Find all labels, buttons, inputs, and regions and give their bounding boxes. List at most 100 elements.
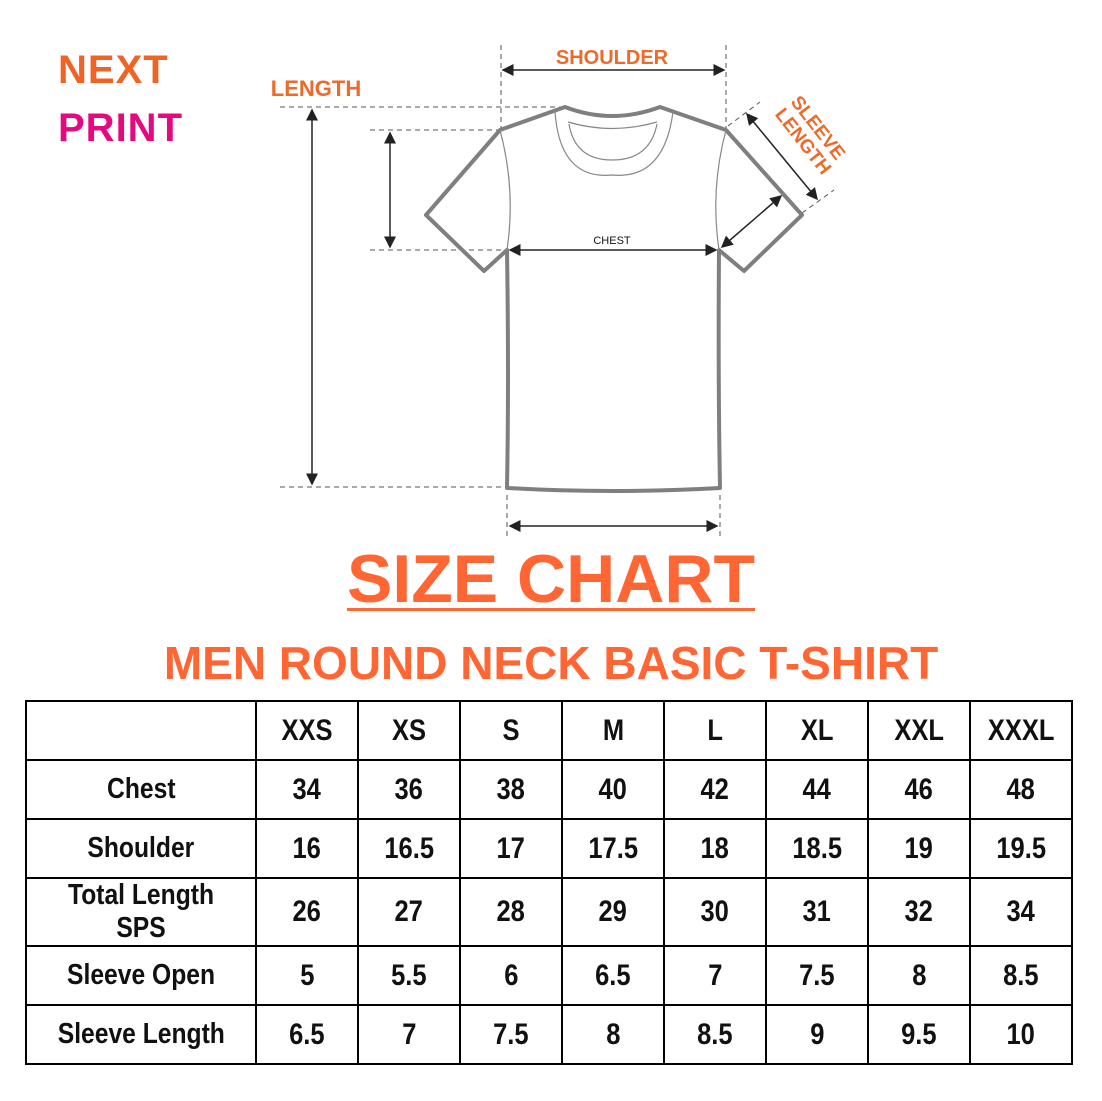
table-cell: 18.5: [765, 818, 869, 879]
header-row: XXS XS S M L XL XXL XXXL: [25, 700, 1073, 761]
cell-value: 16: [292, 831, 322, 865]
sleeve-length-label: SLEEVELENGTH: [770, 92, 850, 179]
cell-value: 5: [299, 958, 315, 992]
cell-value: 6.5: [595, 958, 631, 992]
table-cell: 36: [357, 759, 461, 820]
table-cell: 28: [459, 877, 563, 947]
cell-value: 8: [911, 958, 927, 992]
table-cell: 48: [969, 759, 1073, 820]
shoulder-label: SHOULDER: [556, 47, 669, 69]
size-header: XS: [357, 700, 461, 761]
cell-value: 16.5: [384, 831, 434, 865]
cell-value: 19: [904, 831, 934, 865]
logo-next: NEXT: [58, 48, 169, 92]
row-label: Sleeve Length: [25, 1004, 257, 1065]
cell-value: 19.5: [996, 831, 1046, 865]
table-cell: 27: [357, 877, 461, 947]
table-cell: 5: [255, 945, 359, 1006]
size-header: S: [459, 700, 563, 761]
cell-value: 36: [394, 772, 424, 806]
header-text: L: [707, 713, 723, 747]
product-subtitle: MEN ROUND NECK BASIC T-SHIRT: [163, 637, 939, 689]
table-cell: 7.5: [765, 945, 869, 1006]
cell-value: 17: [496, 831, 526, 865]
cell-value: 26: [292, 895, 322, 928]
table-row: Chest 34 36 38 40 42 44 46 48: [25, 759, 1073, 820]
table-cell: 7: [357, 1004, 461, 1065]
cell-value: 48: [1006, 772, 1036, 806]
cell-value: 30: [700, 895, 730, 928]
header-text: XS: [391, 713, 427, 747]
cell-value: 7: [401, 1017, 417, 1051]
header-text: XXL: [894, 713, 944, 747]
table-cell: 29: [561, 877, 665, 947]
table-cell: 17.5: [561, 818, 665, 879]
header-text: S: [502, 713, 520, 747]
measure-arrows: [306, 64, 818, 532]
guide-lines: [280, 45, 835, 540]
corner-cell: [25, 700, 257, 761]
table-cell: 18: [663, 818, 767, 879]
table-cell: 9.5: [867, 1004, 971, 1065]
table-row: Shoulder 16 16.5 17 17.5 18 18.5 19 19.5: [25, 818, 1073, 879]
cell-value: 27: [394, 895, 424, 928]
size-header: XXS: [255, 700, 359, 761]
header-text: XXS: [281, 713, 333, 747]
row-label-text: Chest: [106, 773, 176, 805]
header-text: XL: [800, 713, 834, 747]
table-cell: 17: [459, 818, 563, 879]
chest-label: CHEST: [593, 235, 631, 247]
cell-value: 28: [496, 895, 526, 928]
size-header: XXL: [867, 700, 971, 761]
table-cell: 30: [663, 877, 767, 947]
table-cell: 8.5: [663, 1004, 767, 1065]
table-cell: 10: [969, 1004, 1073, 1065]
cell-value: 29: [598, 895, 628, 928]
size-header: XXXL: [969, 700, 1073, 761]
table-cell: 8: [561, 1004, 665, 1065]
row-label-text: Shoulder: [87, 832, 195, 864]
cell-value: 18: [700, 831, 730, 865]
tshirt-diagram: SHOULDER LENGTH CHEST SLEEVELENGTH: [271, 45, 850, 540]
table-cell: 6.5: [255, 1004, 359, 1065]
table-row: Total Length SPS 26 27 28 29 30 31 32 34: [25, 877, 1073, 947]
cell-value: 10: [1006, 1017, 1036, 1051]
cell-value: 6: [503, 958, 519, 992]
cell-value: 7.5: [799, 958, 835, 992]
cell-value: 17.5: [588, 831, 638, 865]
table-cell: 7.5: [459, 1004, 563, 1065]
table-cell: 34: [969, 877, 1073, 947]
table-cell: 6: [459, 945, 563, 1006]
table-cell: 31: [765, 877, 869, 947]
cell-value: 9: [809, 1017, 825, 1051]
table-cell: 9: [765, 1004, 869, 1065]
table-cell: 26: [255, 877, 359, 947]
size-header: XL: [765, 700, 869, 761]
table-cell: 16: [255, 818, 359, 879]
table-cell: 34: [255, 759, 359, 820]
cell-value: 46: [904, 772, 934, 806]
cell-value: 8: [605, 1017, 621, 1051]
row-label: Shoulder: [25, 818, 257, 879]
cell-value: 8.5: [697, 1017, 733, 1051]
row-label: Chest: [25, 759, 257, 820]
cell-value: 18.5: [792, 831, 842, 865]
size-header: M: [561, 700, 665, 761]
cell-value: 38: [496, 772, 526, 806]
cell-value: 44: [802, 772, 832, 806]
table-cell: 32: [867, 877, 971, 947]
cell-value: 7.5: [493, 1017, 529, 1051]
table-cell: 19.5: [969, 818, 1073, 879]
cell-value: 34: [292, 772, 322, 806]
row-label: Sleeve Open: [25, 945, 257, 1006]
row-label-text: Total Length SPS: [67, 879, 215, 944]
tshirt-outline: [424, 105, 804, 493]
table-cell: 42: [663, 759, 767, 820]
table-cell: 5.5: [357, 945, 461, 1006]
cell-value: 40: [598, 772, 628, 806]
cell-value: 34: [1006, 895, 1036, 928]
size-table: XXS XS S M L XL XXL XXXL Chest 34 36 38 40 42 44 46 48 Sh…: [25, 700, 1073, 1065]
cell-value: 8.5: [1003, 958, 1039, 992]
table-cell: 38: [459, 759, 563, 820]
cell-value: 5.5: [391, 958, 427, 992]
